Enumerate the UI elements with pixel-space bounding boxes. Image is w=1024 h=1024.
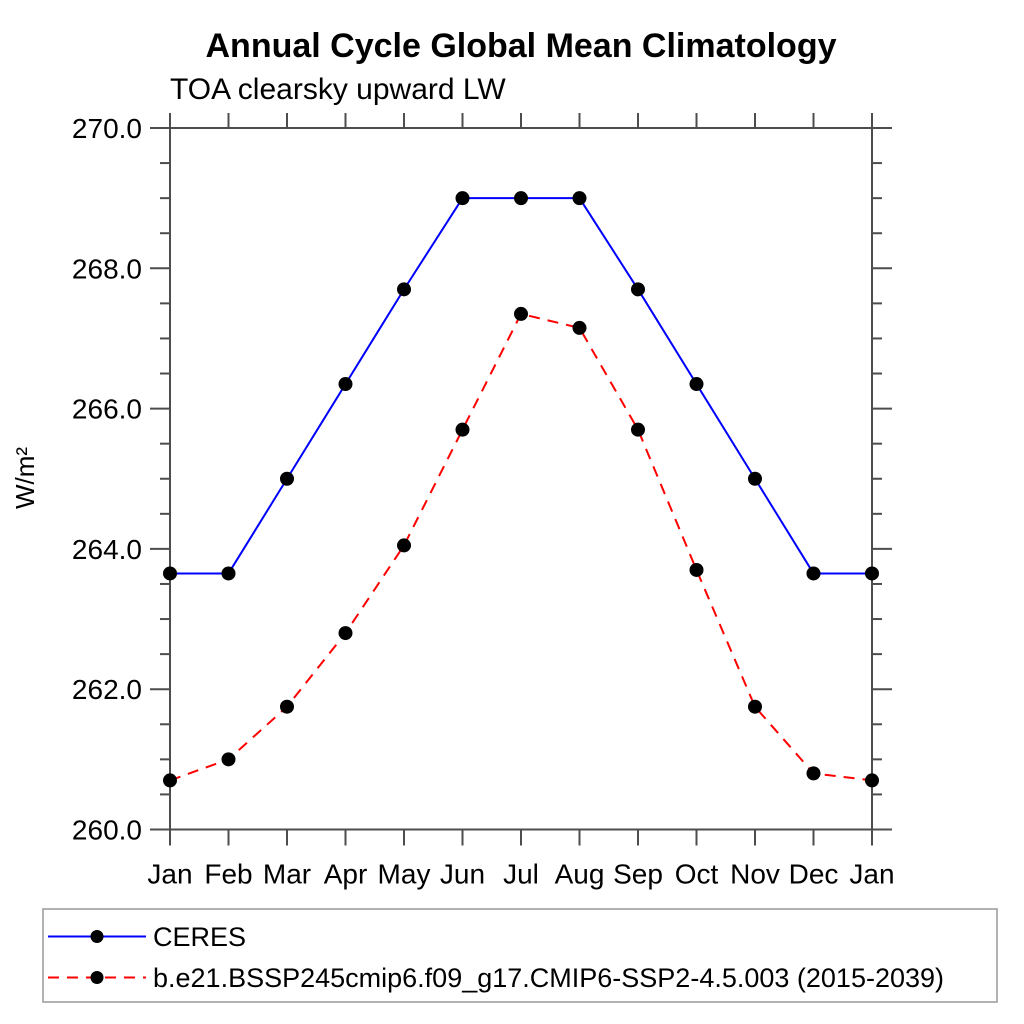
model-marker: [397, 538, 411, 553]
chart-subtitle: TOA clearsky upward LW: [170, 73, 506, 106]
legend-swatch-marker-model: [90, 971, 104, 984]
model-marker: [280, 699, 294, 714]
ceres-line: [170, 197, 872, 575]
y-tick-label: 260.0: [72, 815, 142, 846]
ceres-marker: [572, 191, 587, 206]
ceres-marker: [865, 566, 879, 581]
model-line: [169, 312, 873, 782]
chart-title: Annual Cycle Global Mean Climatology: [206, 27, 837, 65]
ceres-marker: [689, 377, 704, 392]
model-marker: [631, 422, 645, 437]
x-tick-label: Aug: [555, 859, 605, 890]
model-marker: [163, 773, 177, 788]
y-tick-label: 264.0: [72, 534, 142, 565]
legend-label-ceres: CERES: [153, 922, 246, 952]
ceres-marker: [806, 566, 821, 581]
model-marker: [455, 422, 470, 437]
ceres-marker: [455, 191, 470, 206]
ceres-marker: [221, 566, 236, 581]
ceres-marker: [280, 471, 294, 486]
x-tick-label: Jun: [440, 859, 485, 890]
x-tick-label: Feb: [204, 859, 252, 890]
x-tick-label: Apr: [324, 859, 368, 890]
x-tick-label: Dec: [789, 859, 839, 890]
x-tick-label: May: [378, 859, 431, 890]
legend-swatches: [48, 930, 146, 984]
x-tick-label: Jan: [147, 859, 192, 890]
legend-box: [42, 908, 998, 1003]
legend-label-model: b.e21.BSSP245cmip6.f09_g17.CMIP6-SSP2-4.…: [153, 963, 944, 993]
model-marker: [806, 766, 821, 781]
model-marker: [338, 626, 353, 641]
model-marker: [748, 699, 762, 714]
ceres-marker: [338, 377, 353, 392]
legend-swatch-marker-ceres: [90, 930, 104, 943]
ceres-marker: [163, 566, 177, 581]
y-axis-title: W/m²: [10, 447, 40, 509]
plot-frame: [169, 127, 873, 831]
x-tick-label: Jan: [849, 859, 894, 890]
y-tick-label: 262.0: [72, 674, 142, 705]
x-tick-label: Oct: [675, 859, 719, 890]
ceres-marker: [631, 282, 645, 297]
x-tick-label: Mar: [263, 859, 311, 890]
ceres-marker: [514, 191, 528, 206]
x-tick-label: Sep: [613, 859, 663, 890]
model-marker: [865, 773, 879, 788]
ceres-marker: [748, 471, 762, 486]
plot-area: Jan Feb Mar Apr May Jun Jul Aug Sep Oct Nov Dec Jan2…: [72, 113, 895, 890]
legend: CERES b.e21.BSSP245cmip6.f09_g17.CMIP6-S…: [42, 908, 998, 1003]
model-marker: [221, 752, 236, 767]
x-tick-label: Nov: [730, 859, 780, 890]
y-tick-label: 268.0: [72, 253, 142, 284]
y-tick-label: 266.0: [72, 394, 142, 425]
model-marker: [689, 562, 704, 577]
y-tick-label: 270.0: [72, 113, 142, 144]
ceres-marker: [397, 282, 411, 297]
x-tick-label: Jul: [503, 859, 539, 890]
model-marker: [514, 306, 528, 321]
model-marker: [572, 320, 587, 335]
